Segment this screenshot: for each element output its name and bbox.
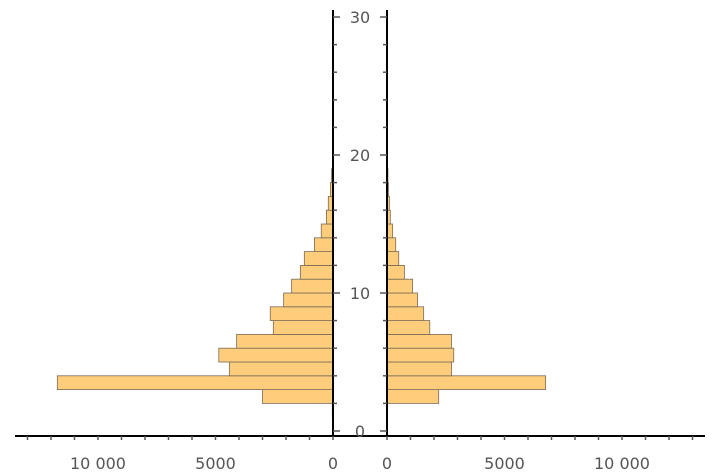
bar-left-2 [56,375,334,390]
bar-right-3 [386,361,453,377]
bar-left-3 [228,361,334,377]
bar-left-5 [236,333,334,349]
y-tick-label: 30 [350,8,370,27]
bar-right-12 [386,237,397,253]
bar-right-9 [386,278,414,294]
bar-right-7 [386,306,425,321]
bar-left-9 [291,278,334,294]
y-tick-label: 10 [350,284,370,303]
bar-left-1 [262,389,334,404]
bar-right-1 [386,389,440,404]
bar-left-12 [314,237,334,253]
bar-left-4 [218,347,334,363]
bar-left-8 [283,292,334,308]
x-tick-label-left: 0 [328,454,338,473]
y-tick-label: 0 [355,422,365,441]
bar-right-6 [386,320,431,335]
bar-right-5 [386,333,453,349]
x-tick-label-right: 10 000 [594,454,650,473]
x-tick-label-left: 5000 [195,454,236,473]
bar-left-6 [272,320,334,335]
x-tick-label-right: 0 [382,454,392,473]
bar-right-11 [386,251,400,266]
bar-right-10 [386,264,405,280]
bar-right-4 [386,347,455,363]
x-tick-label-right: 5000 [484,454,525,473]
bar-right-8 [386,292,418,308]
y-tick-label: 20 [350,146,370,165]
x-tick-label-left: 10 000 [70,454,126,473]
bar-left-10 [299,264,334,280]
bar-left-13 [320,223,334,239]
bar-left-7 [269,306,334,321]
bar-right-2 [386,375,547,390]
bar-left-11 [303,251,334,266]
